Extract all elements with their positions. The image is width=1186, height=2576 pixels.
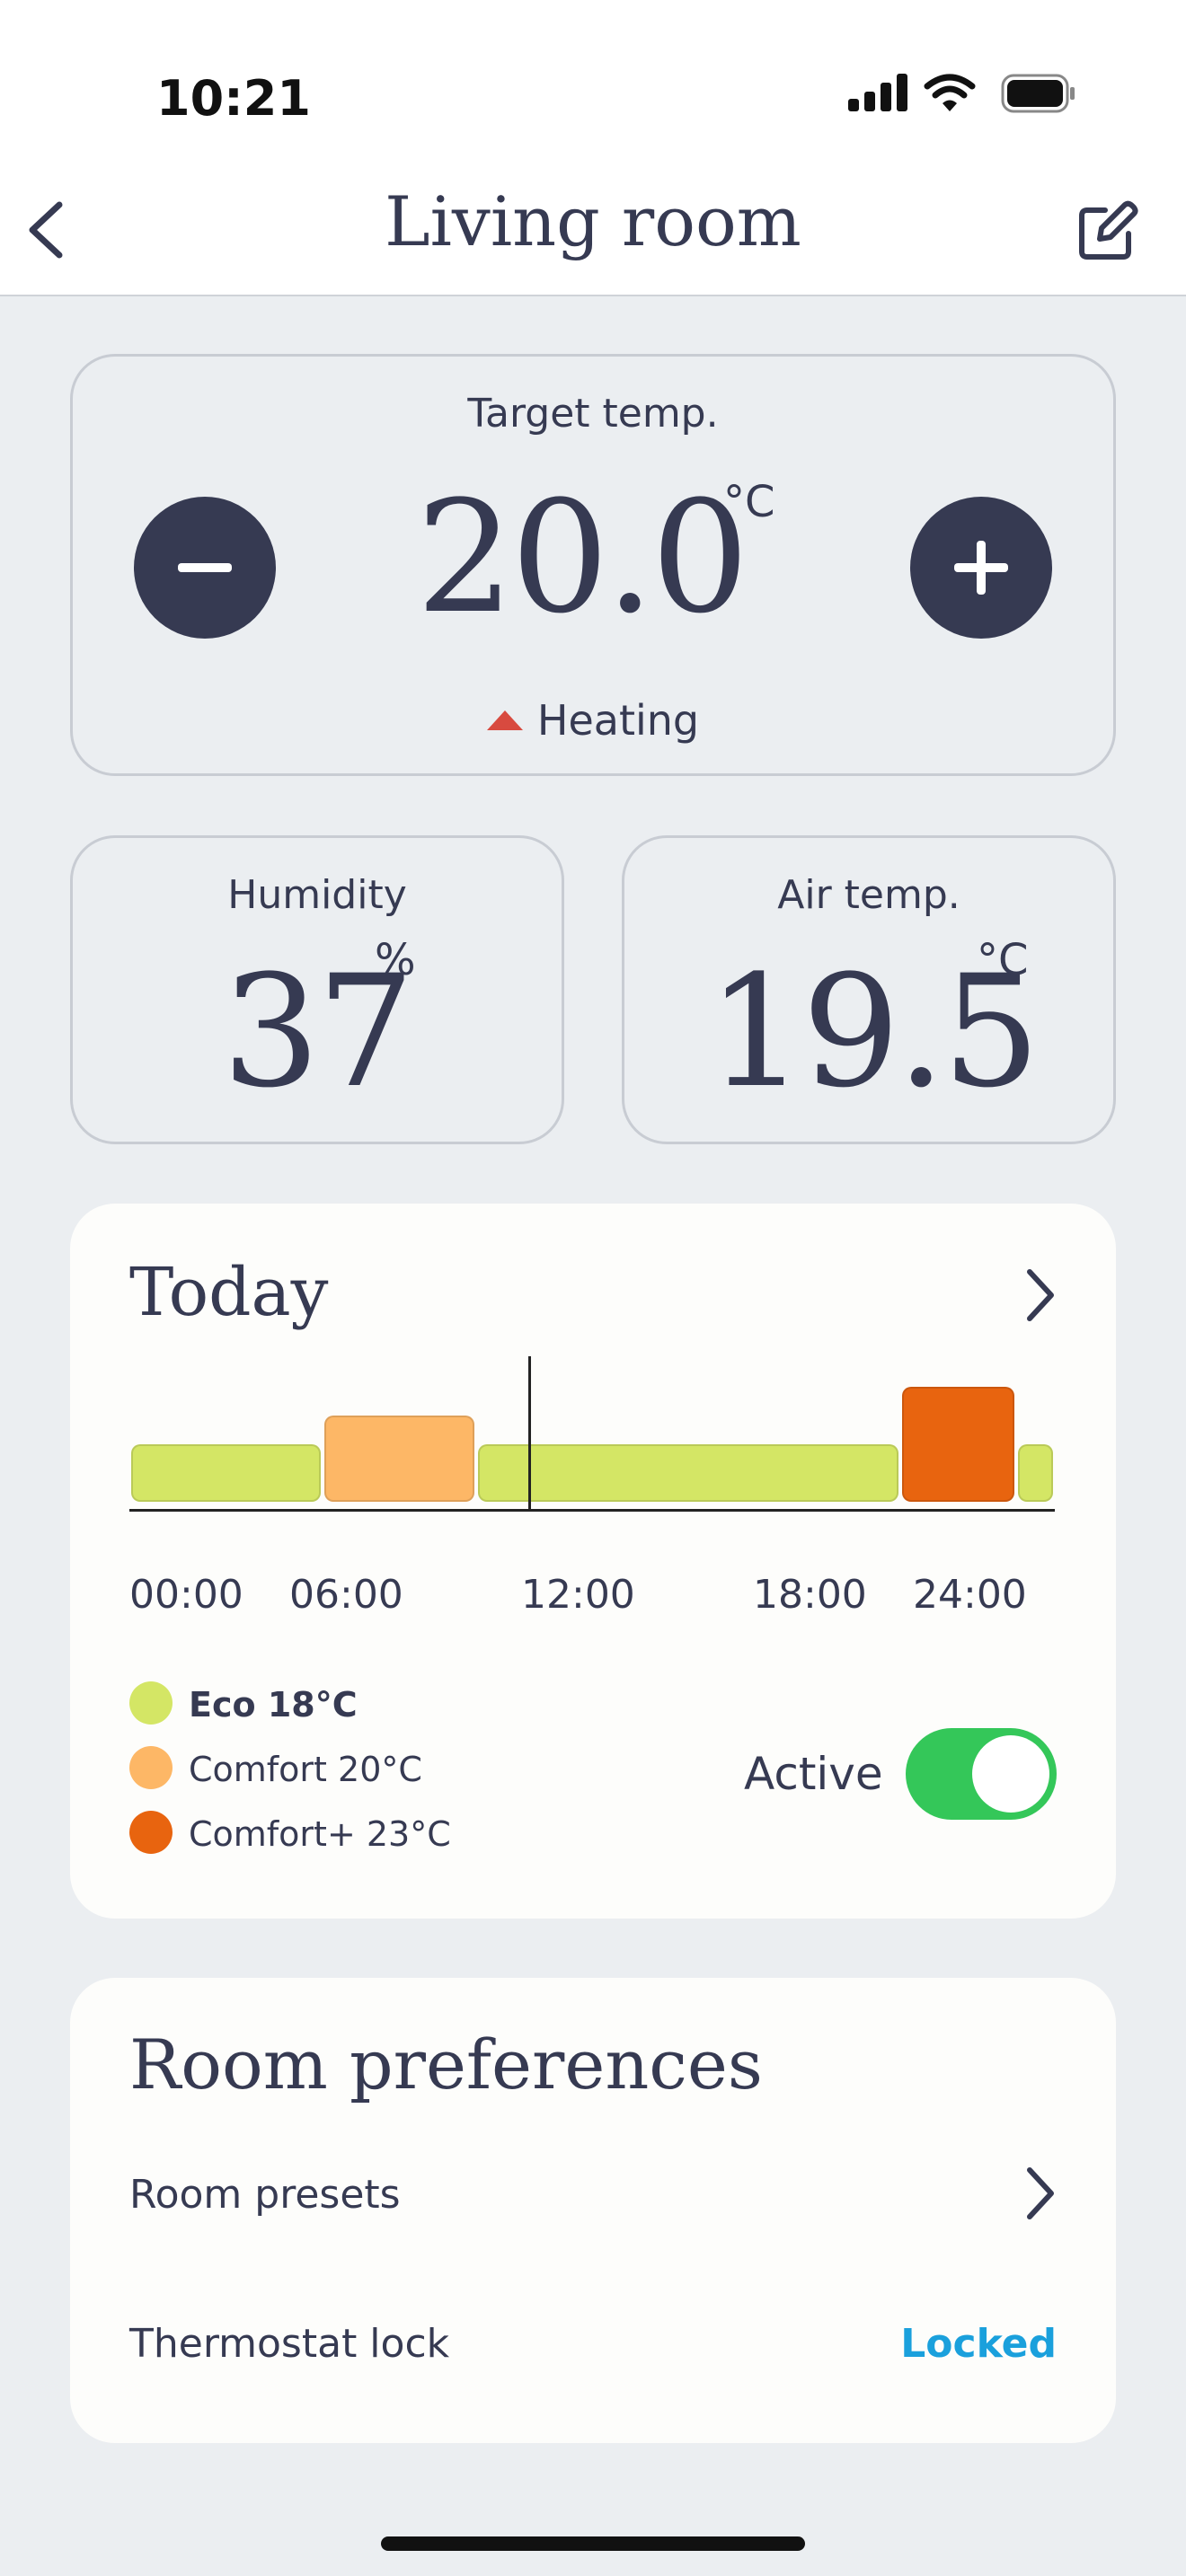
legend-label: Comfort 20°C [189,1750,422,1789]
edit-icon[interactable] [1075,199,1139,264]
timeline-tick-label: 06:00 [289,1572,403,1618]
heating-arrow-icon [486,710,523,730]
heating-label: Heating [536,696,700,745]
home-indicator[interactable] [381,2536,805,2551]
today-title: Today [129,1254,329,1331]
status-icons [845,72,1078,117]
thermostat-lock-value[interactable]: Locked [900,2321,1057,2367]
active-toggle[interactable] [906,1728,1057,1820]
schedule-segment-eco [1018,1444,1053,1502]
chevron-right-icon[interactable] [1022,1265,1058,1326]
battery-icon [1001,74,1075,113]
target-temp-value: 20.0 [416,467,749,648]
decrease-temp-button[interactable] [134,497,276,639]
toggle-knob [972,1735,1049,1813]
room-preferences-title: Room preferences [129,2025,763,2104]
status-time: 10:21 [156,70,311,127]
room-preferences-card: Room preferences Room presets Thermostat… [70,1978,1116,2443]
legend-label: Comfort+ 23°C [189,1814,451,1854]
eco-dot-icon [129,1681,173,1725]
today-schedule-card[interactable]: Today 00:00 06:00 12:00 18:00 24:00 Eco 18°C… [70,1204,1116,1919]
heating-status: Heating [73,696,1113,745]
timeline-tick-label: 12:00 [521,1572,635,1618]
schedule-segment-eco [131,1444,321,1502]
air-temp-label: Air temp. [777,872,960,918]
schedule-segment-comfort-plus [902,1387,1015,1502]
air-temp-value: 19.5 [707,941,1040,1122]
increase-temp-button[interactable] [910,497,1052,639]
timeline-tick-label: 24:00 [913,1572,1027,1618]
schedule-segment-eco [478,1444,899,1502]
back-icon[interactable] [20,196,74,264]
schedule-timeline: 00:00 06:00 12:00 18:00 24:00 [129,1356,1055,1626]
comfort-dot-icon [129,1746,173,1789]
signal-icon [845,72,907,117]
target-temp-unit: °C [723,477,775,527]
air-temp-card: Air temp. 19.5 °C [622,835,1116,1144]
timeline-tick-label: 00:00 [129,1572,243,1618]
schedule-segment-comfort [323,1416,475,1502]
humidity-value: 37 [222,941,415,1122]
humidity-unit: % [375,935,416,985]
comfort-plus-dot-icon [129,1811,173,1854]
current-time-marker [528,1356,532,1511]
target-temp-card: Target temp. 20.0 °C Heating [70,354,1116,776]
timeline-axis [129,1509,1055,1512]
legend-label: Eco 18°C [189,1685,358,1725]
wifi-icon [924,74,976,111]
page-title: Living room [385,181,801,261]
air-temp-unit: °C [977,935,1029,985]
chevron-right-icon[interactable] [1022,2163,1058,2224]
thermostat-lock-label: Thermostat lock [129,2321,450,2367]
humidity-label: Humidity [227,872,407,918]
header-bar: 10:21 Living room [0,0,1186,296]
target-temp-label: Target temp. [467,391,719,437]
room-presets-row[interactable]: Room presets [129,2172,401,2218]
active-label: Active [744,1748,883,1800]
humidity-card: Humidity 37 % [70,835,564,1144]
timeline-tick-label: 18:00 [753,1572,867,1618]
